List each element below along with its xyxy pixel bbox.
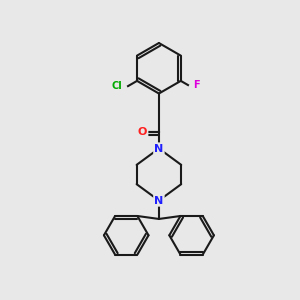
Text: N: N bbox=[154, 143, 164, 154]
Text: O: O bbox=[138, 127, 147, 137]
Text: F: F bbox=[194, 80, 200, 90]
Text: Cl: Cl bbox=[111, 81, 122, 91]
Text: N: N bbox=[154, 196, 164, 206]
